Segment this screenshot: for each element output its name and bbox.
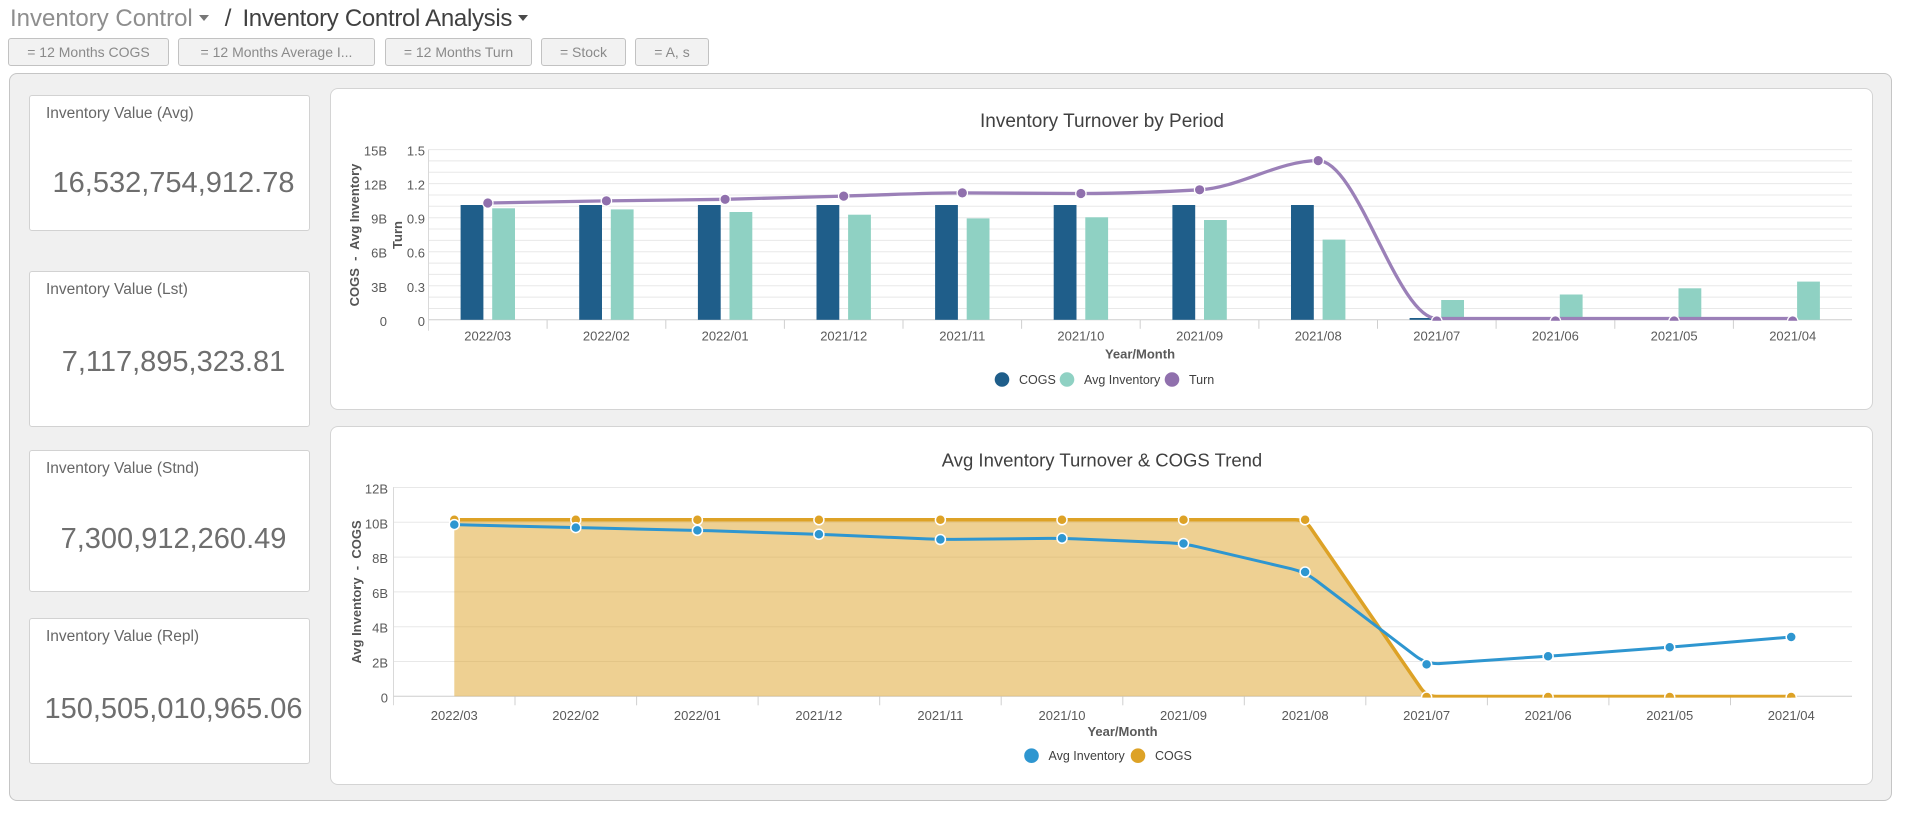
svg-text:Avg Inventory: Avg Inventory [1049, 749, 1126, 763]
svg-text:2021/11: 2021/11 [917, 708, 963, 723]
svg-text:6B: 6B [372, 586, 388, 601]
svg-text:8B: 8B [372, 551, 388, 566]
svg-text:2021/05: 2021/05 [1646, 708, 1693, 723]
svg-text:12B: 12B [365, 482, 388, 497]
svg-text:COGS: COGS [1155, 749, 1192, 763]
svg-text:15B: 15B [364, 144, 387, 159]
svg-text:Turn: Turn [1189, 373, 1214, 387]
svg-text:Avg Inventory - COGS: Avg Inventory - COGS [349, 520, 364, 664]
svg-text:2022/01: 2022/01 [702, 329, 749, 344]
svg-text:Avg Inventory Turnover & COGS: Avg Inventory Turnover & COGS Trend [942, 449, 1262, 470]
svg-text:2021/09: 2021/09 [1160, 708, 1207, 723]
svg-text:2021/06: 2021/06 [1525, 708, 1572, 723]
svg-text:0: 0 [418, 314, 425, 329]
svg-text:0.3: 0.3 [407, 280, 425, 295]
svg-text:2022/03: 2022/03 [431, 708, 478, 723]
svg-text:2021/05: 2021/05 [1651, 329, 1698, 344]
svg-text:2021/04: 2021/04 [1768, 708, 1815, 723]
svg-text:2021/08: 2021/08 [1295, 329, 1342, 344]
svg-text:Avg Inventory: Avg Inventory [1084, 373, 1161, 387]
svg-text:2021/09: 2021/09 [1176, 329, 1223, 344]
svg-text:2021/10: 2021/10 [1039, 708, 1086, 723]
svg-text:2022/03: 2022/03 [464, 329, 511, 344]
svg-text:10B: 10B [365, 516, 388, 531]
svg-text:COGS - Avg Inventory: COGS - Avg Inventory [347, 163, 362, 307]
svg-text:2021/08: 2021/08 [1282, 708, 1329, 723]
svg-text:0: 0 [381, 690, 388, 705]
svg-text:2022/02: 2022/02 [552, 708, 599, 723]
svg-text:0: 0 [380, 314, 387, 329]
svg-text:4B: 4B [372, 621, 388, 636]
svg-text:3B: 3B [371, 280, 387, 295]
svg-text:Inventory Turnover by Period: Inventory Turnover by Period [980, 111, 1224, 132]
svg-text:2021/12: 2021/12 [795, 708, 842, 723]
svg-text:2022/02: 2022/02 [583, 329, 630, 344]
svg-text:2021/11: 2021/11 [939, 329, 985, 344]
svg-text:2021/06: 2021/06 [1532, 329, 1579, 344]
svg-text:9B: 9B [371, 212, 387, 227]
svg-text:1.5: 1.5 [407, 144, 425, 159]
svg-text:Year/Month: Year/Month [1087, 724, 1157, 739]
svg-text:0.9: 0.9 [407, 212, 425, 227]
svg-text:6B: 6B [371, 246, 387, 261]
svg-text:0.6: 0.6 [407, 246, 425, 261]
svg-text:12B: 12B [364, 178, 387, 193]
svg-text:2021/07: 2021/07 [1413, 329, 1460, 344]
svg-text:2B: 2B [372, 656, 388, 671]
svg-text:2021/12: 2021/12 [820, 329, 867, 344]
svg-text:1.2: 1.2 [407, 178, 425, 193]
svg-text:2021/04: 2021/04 [1769, 329, 1816, 344]
svg-text:2021/10: 2021/10 [1057, 329, 1104, 344]
svg-text:Year/Month: Year/Month [1105, 347, 1175, 362]
svg-text:Turn: Turn [390, 221, 405, 249]
svg-text:2021/07: 2021/07 [1403, 708, 1450, 723]
svg-text:COGS: COGS [1019, 373, 1056, 387]
svg-text:2022/01: 2022/01 [674, 708, 721, 723]
